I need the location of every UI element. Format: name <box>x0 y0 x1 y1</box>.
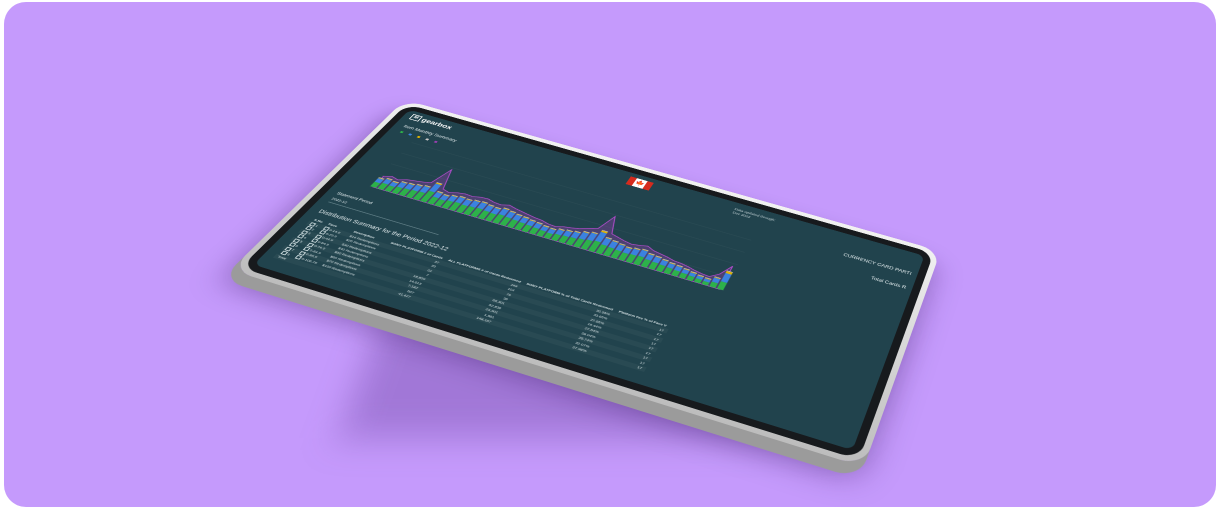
cell-text: 5 <box>299 240 304 244</box>
legend-item[interactable] <box>417 135 422 138</box>
legend-item[interactable] <box>434 140 439 143</box>
cell-text: 8 <box>286 252 291 256</box>
tablet: M gearbox 🍁 Data updated through: Dec 20… <box>231 100 941 467</box>
cell-text: 6 <box>295 244 300 248</box>
cell-text: 1 <box>315 224 320 228</box>
legend-item[interactable] <box>400 130 405 133</box>
cell-text: 17 <box>636 365 643 370</box>
legend-swatch <box>400 131 404 133</box>
legend-item[interactable] <box>408 133 413 136</box>
cell-text: 7 <box>290 248 295 252</box>
legend-swatch <box>408 133 412 135</box>
cell-text: 3 <box>307 232 312 236</box>
legend-swatch <box>417 136 421 138</box>
total-cards-title: Total Cards R <box>870 276 907 290</box>
legend-swatch <box>425 138 429 140</box>
cell-text: 2 <box>311 228 316 232</box>
canada-flag-icon: 🍁 <box>626 176 654 190</box>
cell-text: 7 <box>425 273 430 277</box>
currency-card-title: CURRENCY CARD PARTI <box>842 253 911 276</box>
cell-text: 4 <box>303 236 308 240</box>
legend-item[interactable] <box>425 138 430 141</box>
legend-swatch <box>434 140 438 142</box>
